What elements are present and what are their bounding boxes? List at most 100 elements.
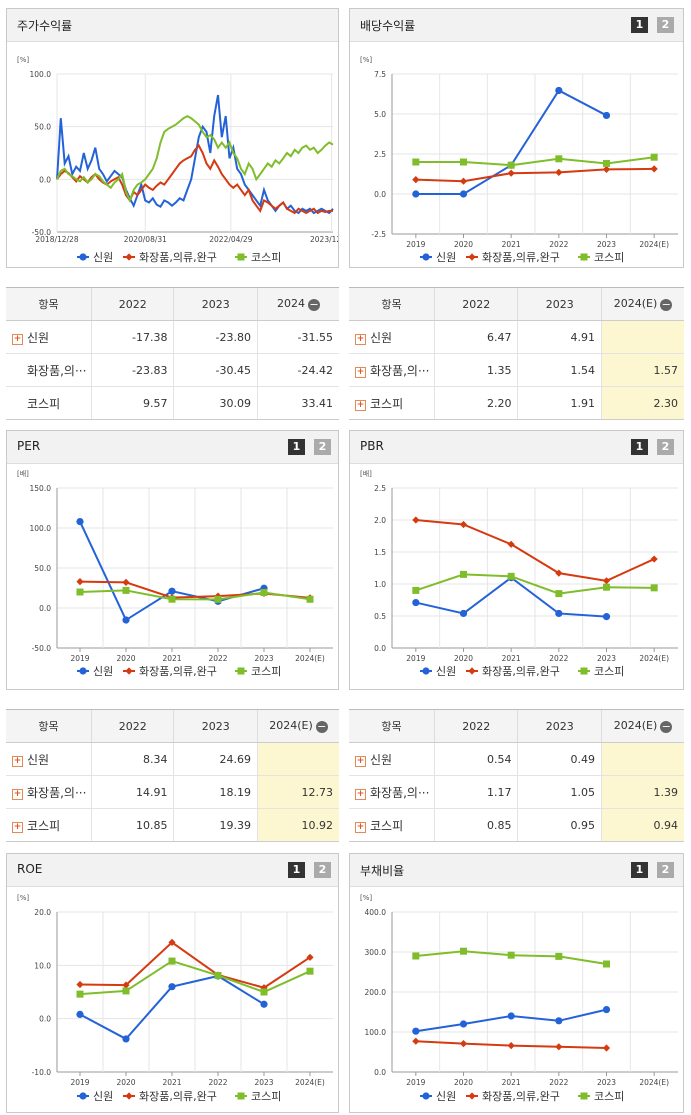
point-marker	[412, 598, 420, 607]
point-marker	[422, 253, 430, 261]
table-cell: 4.91	[517, 320, 602, 354]
table-cell: 9.57	[90, 386, 174, 419]
data-table: 항목 2022 2023 2024(E) − + 신원 6.47 4.91 + 화장품,의··· 1.…	[349, 288, 684, 419]
point-marker	[412, 1027, 420, 1035]
x-tick-label: 2024(E)	[639, 240, 669, 249]
collapse-minus-icon[interactable]: −	[307, 298, 320, 311]
x-tick-label: 2020	[454, 240, 473, 249]
x-tick-label: 2020	[116, 654, 135, 663]
table-cell: 10.92	[256, 808, 339, 841]
collapse-minus-icon[interactable]: −	[660, 720, 673, 733]
table-cell: 0.54	[433, 742, 518, 776]
collapse-minus-icon[interactable]: −	[315, 720, 328, 733]
expand-plus-icon[interactable]: +	[12, 755, 23, 767]
row-name: 신원	[27, 752, 50, 767]
y-tick-label: 400.0	[365, 908, 387, 917]
table-cell	[256, 742, 339, 776]
table-header-row: 항목 2022 2023 2024(E) −	[6, 710, 339, 743]
y-tick-label: 50.0	[34, 564, 51, 573]
point-marker	[507, 572, 515, 580]
y-tick-label: 1.5	[374, 548, 386, 557]
y-tick-label: 7.5	[374, 70, 386, 79]
point-marker	[650, 584, 658, 592]
table-cell: 6.47	[433, 320, 518, 354]
expand-plus-icon[interactable]: +	[355, 788, 366, 800]
expand-plus-icon[interactable]: +	[12, 788, 23, 800]
point-marker	[468, 667, 476, 675]
point-marker	[168, 983, 176, 991]
dividend-yield-table: 항목 2022 2023 2024(E) − + 신원 6.47 4.91 + 화장품,의··· 1.…	[349, 287, 684, 420]
dividend-yield-chart: [%]7.5 5.0 2.5 0.0 -2.5 2019 2020 2021 2022 2023 2…	[360, 56, 678, 264]
expand-plus-icon[interactable]: +	[12, 333, 23, 345]
page-1-button[interactable]: 1	[631, 17, 648, 33]
point-marker	[122, 1035, 130, 1043]
collapse-minus-icon[interactable]: −	[660, 298, 673, 311]
table-row: + 신원 8.34 24.69	[6, 742, 339, 776]
row-name: 코스피	[27, 396, 61, 411]
point-marker	[602, 1006, 611, 1014]
x-tick-label: 2020	[454, 654, 473, 663]
x-tick-label: 2023	[254, 654, 273, 663]
point-marker	[122, 586, 130, 594]
series-line	[79, 941, 311, 989]
point-marker	[602, 111, 611, 120]
y-tick-label: 0.0	[374, 644, 386, 653]
page-1-button[interactable]: 1	[631, 439, 648, 455]
point-marker	[602, 165, 611, 173]
point-marker	[260, 588, 268, 596]
page-2-button[interactable]: 2	[657, 17, 674, 33]
series-line	[415, 167, 655, 183]
panel-title: 부채비율	[360, 864, 405, 878]
page-2-button[interactable]: 2	[314, 862, 331, 878]
page-2-button[interactable]: 2	[314, 439, 331, 455]
expand-plus-icon[interactable]: +	[355, 366, 366, 378]
point-marker	[412, 190, 420, 198]
point-marker	[602, 577, 611, 585]
column-header: 2024−	[256, 288, 339, 321]
point-marker	[507, 161, 515, 169]
expand-plus-icon[interactable]: +	[355, 333, 366, 345]
expand-plus-icon[interactable]: +	[355, 399, 366, 411]
data-table: 항목 2022 2023 2024− + 신원 -17.38 -23.80 -31.55 화장품,…	[6, 288, 339, 419]
point-marker	[422, 667, 430, 675]
point-marker	[507, 1042, 515, 1050]
series-line	[79, 589, 311, 601]
x-tick-label: 2019	[70, 654, 89, 663]
page-1-button[interactable]: 1	[288, 862, 305, 878]
panel-header: 배당수익률 1 2	[350, 9, 683, 42]
point-marker	[555, 590, 563, 598]
column-header: 2022	[433, 288, 518, 321]
row-name: 화장품,의···	[27, 785, 87, 800]
panel-title: 배당수익률	[360, 19, 416, 33]
table-cell: -17.38	[90, 320, 174, 354]
point-marker	[650, 555, 658, 563]
y-tick-label: 1.0	[374, 580, 386, 589]
page-1-button[interactable]: 1	[631, 862, 648, 878]
column-header: 항목	[349, 288, 435, 321]
point-marker	[422, 1092, 430, 1100]
x-tick-label: 2021	[502, 1078, 521, 1087]
y-tick-label: 0.0	[39, 604, 51, 613]
table-cell: 30.09	[173, 386, 258, 419]
row-label: + 코스피	[349, 809, 435, 842]
page-2-button[interactable]: 2	[657, 862, 674, 878]
panel-title: PBR	[360, 439, 384, 453]
expand-plus-icon[interactable]: +	[12, 821, 23, 833]
row-name: 화장품,의···	[370, 363, 430, 378]
y-tick-label: 100.0	[30, 524, 52, 533]
point-marker	[168, 587, 176, 595]
page-1-button[interactable]: 1	[288, 439, 305, 455]
panel-header: PER 1 2	[7, 431, 338, 464]
row-name: 신원	[370, 330, 393, 345]
table-header-row: 항목 2022 2023 2024(E) −	[349, 710, 684, 743]
table-cell	[600, 320, 684, 354]
y-tick-label: 0.0	[374, 190, 386, 199]
panel-header: PBR 1 2	[350, 431, 683, 464]
series-line	[415, 576, 607, 618]
expand-plus-icon[interactable]: +	[355, 755, 366, 767]
column-header: 2024(E) −	[600, 710, 684, 743]
y-tick-label: 10.0	[34, 961, 51, 970]
legend-label: 코스피	[251, 251, 281, 264]
expand-plus-icon[interactable]: +	[355, 821, 366, 833]
page-2-button[interactable]: 2	[657, 439, 674, 455]
